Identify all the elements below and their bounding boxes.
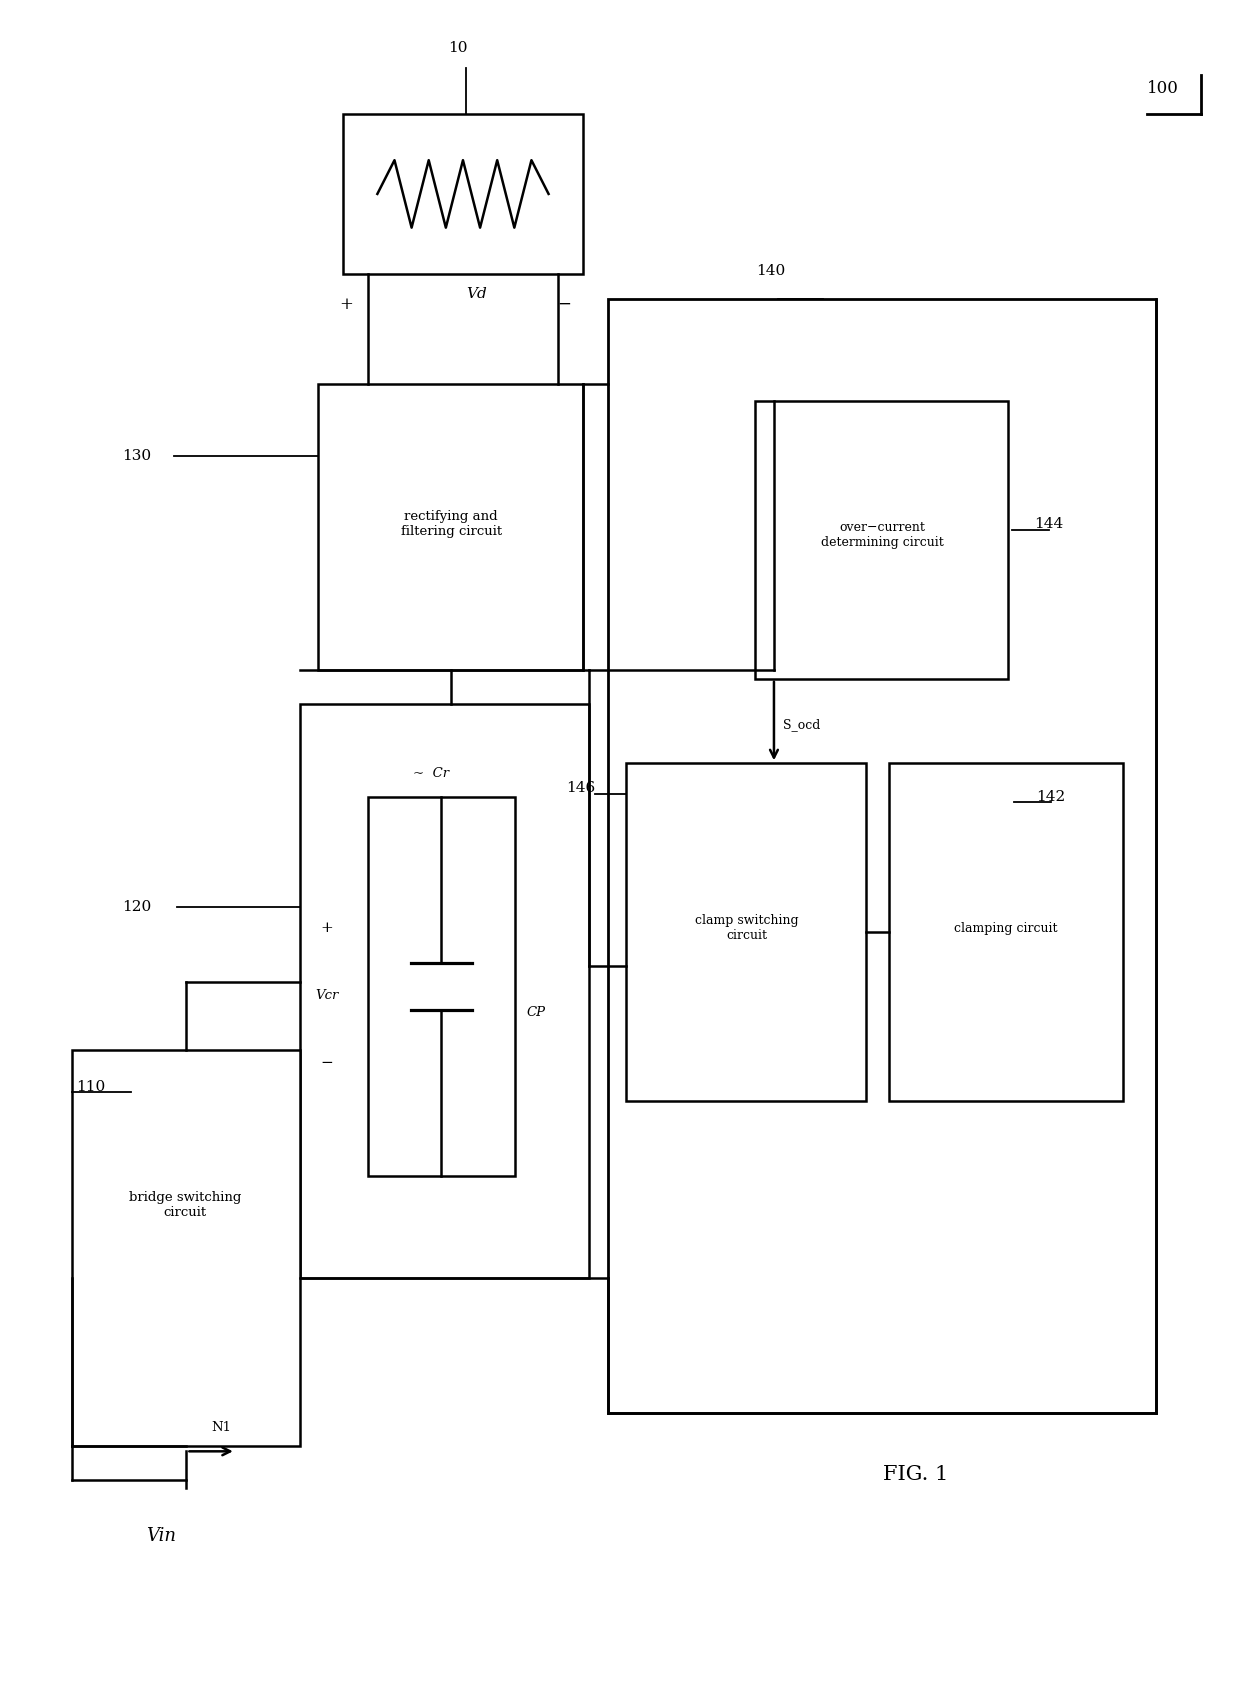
Bar <box>300 703 589 1278</box>
Text: S_ocd: S_ocd <box>782 719 820 731</box>
Bar <box>608 300 1156 1412</box>
Text: Vcr: Vcr <box>315 990 339 1002</box>
Text: 144: 144 <box>1034 517 1063 531</box>
Text: clamping circuit: clamping circuit <box>954 922 1058 936</box>
Bar <box>626 763 867 1100</box>
Bar <box>755 400 1008 678</box>
Text: +: + <box>320 922 334 936</box>
Text: 110: 110 <box>76 1080 105 1093</box>
Bar <box>889 763 1122 1100</box>
Text: over−current
determining circuit: over−current determining circuit <box>821 522 944 549</box>
Text: 10: 10 <box>448 41 467 56</box>
Text: 140: 140 <box>755 264 785 278</box>
Text: Vin: Vin <box>145 1527 176 1544</box>
Text: 130: 130 <box>123 449 151 463</box>
Bar <box>72 1049 300 1446</box>
Text: 146: 146 <box>567 781 595 795</box>
Text: bridge switching
circuit: bridge switching circuit <box>129 1192 242 1219</box>
Text: FIG. 1: FIG. 1 <box>883 1466 949 1485</box>
Text: ~  Cr: ~ Cr <box>413 766 449 780</box>
Text: 100: 100 <box>1147 80 1179 97</box>
Text: 120: 120 <box>123 900 151 914</box>
Text: N1: N1 <box>211 1422 231 1434</box>
Text: rectifying and
filtering circuit: rectifying and filtering circuit <box>401 510 502 537</box>
Text: clamp switching
circuit: clamp switching circuit <box>696 915 799 942</box>
Bar <box>319 383 583 671</box>
Text: CP: CP <box>527 1007 546 1019</box>
Text: +: + <box>340 297 353 314</box>
Text: −: − <box>320 1056 334 1071</box>
Text: Vd: Vd <box>466 286 487 302</box>
Text: −: − <box>558 297 572 314</box>
Bar <box>343 114 583 275</box>
Text: 142: 142 <box>1037 790 1065 803</box>
Bar <box>367 797 516 1176</box>
